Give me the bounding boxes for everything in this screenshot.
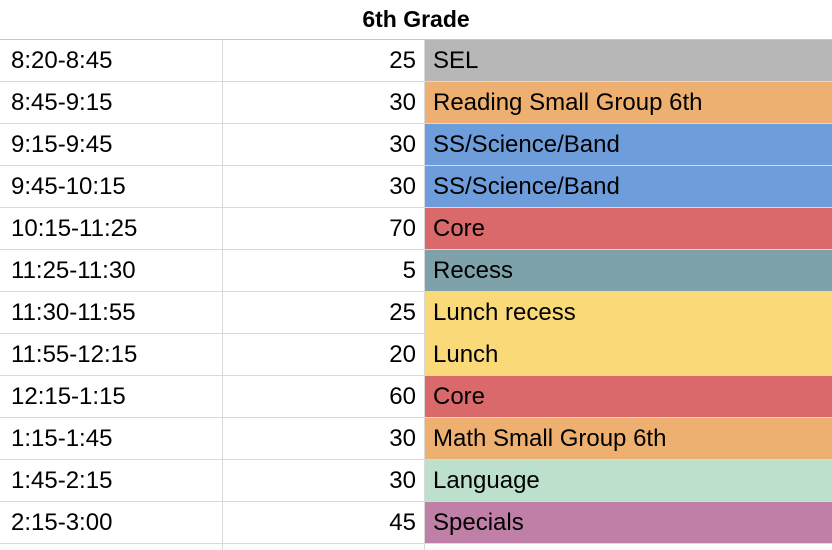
time-cell[interactable]: 12:15-1:15	[0, 376, 223, 418]
sheet-title[interactable]: 6th Grade	[0, 0, 832, 40]
minutes-cell[interactable]: 30	[223, 460, 425, 502]
time-cell[interactable]: 11:25-11:30	[0, 250, 223, 292]
activity-cell[interactable]: Lunch	[425, 334, 832, 376]
minutes-cell[interactable]: 30	[223, 418, 425, 460]
time-cell[interactable]: 11:30-11:55	[0, 292, 223, 334]
minutes-cell[interactable]: 20	[223, 334, 425, 376]
activity-cell[interactable]: Core	[425, 376, 832, 418]
activity-cell[interactable]: Core	[425, 208, 832, 250]
table-row: 8:20-8:45 25 SEL	[0, 40, 832, 82]
time-cell[interactable]: 8:45-9:15	[0, 82, 223, 124]
activity-cell[interactable]: SEL	[425, 40, 832, 82]
table-row: 12:15-1:15 60 Core	[0, 376, 832, 418]
activity-cell[interactable]: SS/Science/Band	[425, 124, 832, 166]
time-cell[interactable]: 1:45-2:15	[0, 460, 223, 502]
time-cell[interactable]: 11:55-12:15	[0, 334, 223, 376]
minutes-cell[interactable]: 30	[223, 166, 425, 208]
minutes-cell[interactable]: 45	[223, 502, 425, 544]
minutes-cell[interactable]: 5	[223, 250, 425, 292]
activity-cell[interactable]: Lunch recess	[425, 292, 832, 334]
time-cell[interactable]: 10:15-11:25	[0, 208, 223, 250]
table-row: 2:15-3:00 45 Specials	[0, 502, 832, 544]
activity-cell[interactable]: SS/Science/Band	[425, 166, 832, 208]
empty-cell[interactable]	[425, 544, 832, 550]
minutes-cell[interactable]: 60	[223, 376, 425, 418]
table-row: 1:45-2:15 30 Language	[0, 460, 832, 502]
time-cell[interactable]: 2:15-3:00	[0, 502, 223, 544]
table-row: 10:15-11:25 70 Core	[0, 208, 832, 250]
table-row: 9:15-9:45 30 SS/Science/Band	[0, 124, 832, 166]
minutes-cell[interactable]: 70	[223, 208, 425, 250]
activity-cell[interactable]: Language	[425, 460, 832, 502]
minutes-cell[interactable]: 25	[223, 292, 425, 334]
table-row: 9:45-10:15 30 SS/Science/Band	[0, 166, 832, 208]
table-row: 11:55-12:15 20 Lunch	[0, 334, 832, 376]
time-cell[interactable]: 8:20-8:45	[0, 40, 223, 82]
activity-cell[interactable]: Math Small Group 6th	[425, 418, 832, 460]
activity-cell[interactable]: Specials	[425, 502, 832, 544]
time-cell[interactable]: 1:15-1:45	[0, 418, 223, 460]
next-empty-row	[0, 544, 832, 550]
table-row: 11:30-11:55 25 Lunch recess	[0, 292, 832, 334]
empty-cell[interactable]	[223, 544, 425, 550]
minutes-cell[interactable]: 30	[223, 124, 425, 166]
activity-cell[interactable]: Recess	[425, 250, 832, 292]
minutes-cell[interactable]: 30	[223, 82, 425, 124]
table-row: 11:25-11:30 5 Recess	[0, 250, 832, 292]
table-row: 8:45-9:15 30 Reading Small Group 6th	[0, 82, 832, 124]
table-row: 1:15-1:45 30 Math Small Group 6th	[0, 418, 832, 460]
empty-cell[interactable]	[0, 544, 223, 550]
activity-cell[interactable]: Reading Small Group 6th	[425, 82, 832, 124]
minutes-cell[interactable]: 25	[223, 40, 425, 82]
time-cell[interactable]: 9:45-10:15	[0, 166, 223, 208]
time-cell[interactable]: 9:15-9:45	[0, 124, 223, 166]
